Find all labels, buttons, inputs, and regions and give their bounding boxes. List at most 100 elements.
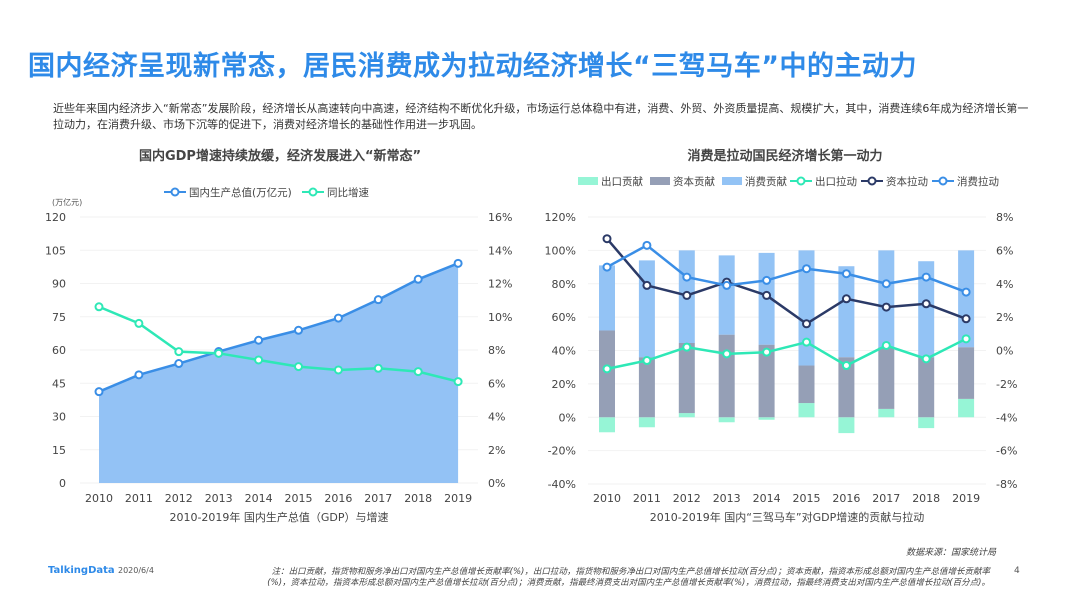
- legend-export-bar-swatch: [578, 177, 598, 185]
- logo: TalkingData: [48, 565, 115, 576]
- capital-bar: [798, 365, 815, 404]
- x-tick: 2014: [245, 492, 273, 505]
- legend-consumption-bar-label: 消费贡献: [745, 175, 787, 188]
- consumption-pull-point: [602, 262, 612, 272]
- capital-bar: [718, 334, 735, 418]
- y-left-tick: 60%: [552, 311, 576, 324]
- growth-line: [98, 305, 459, 383]
- page-number: 4: [1014, 566, 1020, 576]
- growth-point: [453, 377, 463, 387]
- legend-consumption-bar-swatch: [722, 177, 742, 185]
- capital-bar: [918, 357, 935, 418]
- page-title: 国内经济呈现新常态，居民消费成为拉动经济增长“三驾马车”中的主动力: [28, 51, 917, 82]
- capital-bar: [678, 342, 695, 414]
- export-pull-point: [881, 340, 891, 350]
- capital-pull-point: [802, 319, 811, 329]
- x-tick: 2013: [713, 492, 741, 505]
- gdp-point: [453, 258, 463, 268]
- x-tick: 2012: [165, 492, 193, 505]
- date: 2020/6/4: [118, 566, 154, 575]
- export-pull-line: [606, 337, 967, 371]
- gdp-point: [294, 325, 303, 335]
- y-right-tick: 0%: [996, 345, 1013, 358]
- y-left-tick: 60: [52, 344, 66, 357]
- export-bar: [758, 417, 775, 420]
- y-right-tick: 6%: [488, 377, 505, 390]
- y-left-tick: 15: [52, 444, 66, 457]
- consumption-pull-point: [841, 269, 851, 279]
- legend-export-pull-label: 出口拉动: [815, 175, 857, 188]
- y-left-tick: 30: [52, 411, 66, 424]
- legend-export-pull-marker: [796, 176, 806, 186]
- gdp-point: [333, 313, 343, 323]
- export-bar: [878, 408, 895, 418]
- y-right-tick: 2%: [488, 444, 505, 457]
- growth-point: [134, 318, 144, 328]
- x-tick: 2018: [404, 492, 432, 505]
- x-tick: 2010: [593, 492, 621, 505]
- export-bar: [798, 403, 815, 418]
- growth-point: [174, 347, 184, 357]
- capital-pull-line: [606, 237, 967, 326]
- capital-pull-point: [602, 234, 612, 244]
- export-bar: [918, 417, 935, 429]
- export-pull-point: [682, 342, 692, 352]
- x-tick: 2016: [324, 492, 352, 505]
- export-pull-point: [722, 349, 732, 359]
- intro-paragraph: 近些年来国内经济步入“新常态”发展阶段，经济增长从高速转向中高速，经济结构不断优…: [53, 102, 1029, 131]
- x-tick: 2017: [872, 492, 900, 505]
- legend-consumption-pull-label: 消费拉动: [957, 175, 999, 188]
- gdp-point: [373, 295, 383, 305]
- legend-growth-label: 同比增速: [327, 186, 369, 199]
- capital-pull-point: [961, 314, 971, 324]
- y-right-tick: 0%: [488, 477, 505, 490]
- y-right-tick: 8%: [488, 344, 505, 357]
- x-tick: 2014: [753, 492, 781, 505]
- legend-capital-bar-label: 资本贡献: [673, 175, 715, 188]
- footnote: 注：出口贡献，指货物和服务净出口对国内生产总值增长贡献率(%)，出口拉动，指货物…: [267, 567, 990, 588]
- gdp-area: [99, 263, 459, 483]
- capital-pull-point: [682, 290, 692, 300]
- y-right-tick: 4%: [996, 278, 1013, 291]
- y-right-tick: 10%: [488, 311, 512, 324]
- y-left-tick: 40%: [552, 345, 576, 358]
- gdp-point: [174, 359, 184, 369]
- consumption-pull-line: [606, 243, 967, 294]
- growth-point: [254, 355, 264, 365]
- consumption-pull-point: [921, 272, 931, 282]
- y-left-tick: 120%: [545, 211, 576, 224]
- capital-bar: [878, 347, 895, 409]
- x-tick: 2011: [633, 492, 661, 505]
- growth-point: [294, 362, 303, 372]
- export-pull-point: [961, 334, 971, 344]
- consumption-pull-point: [722, 280, 732, 290]
- legend-capital-pull-label: 资本拉动: [886, 175, 928, 188]
- x-tick: 2018: [912, 492, 940, 505]
- legend-gdp-marker: [170, 187, 180, 197]
- growth-point: [413, 367, 423, 377]
- gdp-point: [413, 274, 423, 284]
- x-axis-label: 2010-2019年 国内生产总值（GDP）与增速: [169, 510, 388, 524]
- y-left-tick: 0: [59, 477, 66, 490]
- y-right-tick: 4%: [488, 411, 505, 424]
- y-right-tick: 6%: [996, 244, 1013, 257]
- consumption-bar: [638, 260, 655, 358]
- y-right-tick: 12%: [488, 278, 512, 291]
- consumption-bar: [918, 261, 935, 358]
- x-tick: 2017: [364, 492, 392, 505]
- x-tick: 2019: [444, 492, 472, 505]
- export-bar: [718, 417, 735, 423]
- capital-bar: [758, 344, 775, 418]
- export-bar: [678, 413, 695, 418]
- x-tick: 2015: [285, 492, 313, 505]
- y-left-tick: 45: [52, 377, 66, 390]
- capital-pull-point: [642, 280, 652, 290]
- gdp-point: [134, 370, 144, 380]
- x-tick: 2015: [793, 492, 821, 505]
- consumption-bar: [958, 250, 975, 348]
- export-bar: [638, 417, 655, 428]
- export-pull-point: [921, 354, 931, 364]
- export-pull-point: [762, 347, 772, 357]
- x-tick: 2012: [673, 492, 701, 505]
- gdp-line: [98, 262, 459, 393]
